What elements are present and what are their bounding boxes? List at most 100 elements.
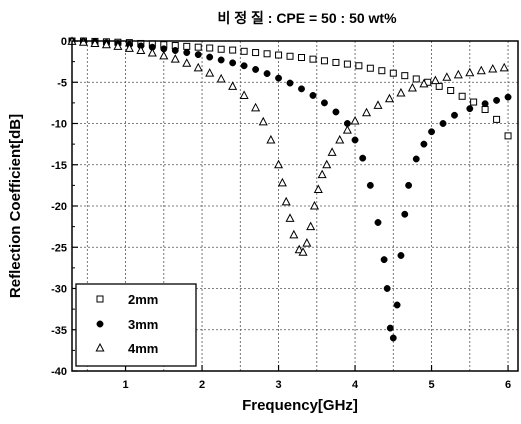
- data-point-4mm: [342, 125, 352, 134]
- data-point-3mm: [481, 100, 489, 108]
- data-point-4mm: [384, 93, 395, 103]
- y-tick-label: -15: [51, 160, 67, 172]
- legend-marker-2mm: [96, 295, 104, 303]
- data-point-2mm: [366, 64, 374, 72]
- data-point-3mm: [389, 334, 397, 342]
- data-point-4mm: [258, 116, 268, 126]
- data-point-4mm: [465, 67, 475, 77]
- data-point-3mm: [405, 181, 413, 189]
- data-point-2mm: [332, 58, 340, 66]
- x-axis-label: Frequency[GHz]: [242, 397, 358, 414]
- data-point-2mm: [401, 72, 409, 80]
- y-tick-label: 0: [61, 36, 67, 48]
- y-tick-label: -25: [51, 242, 67, 254]
- data-point-2mm: [252, 49, 260, 57]
- y-axis-label: Reflection Coefficient[dB]: [7, 114, 24, 298]
- x-tick-label: 4: [352, 379, 359, 391]
- data-point-3mm: [217, 56, 225, 64]
- data-point-4mm: [228, 81, 238, 90]
- data-point-2mm: [481, 105, 489, 113]
- data-point-2mm: [504, 132, 512, 140]
- data-point-4mm: [281, 196, 291, 206]
- data-point-4mm: [309, 200, 320, 210]
- legend-label-3mm: 3mm: [128, 317, 158, 332]
- data-point-2mm: [263, 50, 271, 58]
- data-point-3mm: [229, 59, 237, 67]
- data-point-4mm: [101, 39, 111, 49]
- data-point-2mm: [435, 82, 443, 90]
- data-point-4mm: [277, 177, 287, 187]
- data-point-2mm: [275, 51, 283, 59]
- data-point-3mm: [439, 120, 447, 127]
- series-4mm: [67, 36, 509, 256]
- data-point-2mm: [229, 46, 237, 54]
- data-point-4mm: [396, 87, 406, 97]
- data-point-3mm: [504, 93, 512, 101]
- y-tick-label: -40: [51, 366, 67, 378]
- data-point-3mm: [493, 96, 501, 104]
- y-tick-label: -5: [57, 77, 67, 89]
- data-point-4mm: [147, 47, 157, 57]
- data-point-4mm: [274, 159, 284, 169]
- data-point-3mm: [412, 155, 420, 163]
- data-point-2mm: [286, 52, 294, 60]
- data-point-2mm: [412, 75, 420, 83]
- legend: 2mm 3mm 4mm: [75, 283, 197, 367]
- legend-box: [75, 283, 197, 367]
- data-point-2mm: [470, 98, 478, 106]
- data-point-3mm: [428, 128, 435, 136]
- data-point-2mm: [183, 42, 191, 50]
- data-point-3mm: [366, 181, 374, 189]
- data-point-4mm: [289, 229, 299, 239]
- data-point-4mm: [266, 134, 276, 144]
- data-point-2mm: [240, 47, 248, 55]
- data-point-4mm: [159, 50, 169, 60]
- data-point-4mm: [317, 169, 327, 179]
- data-point-4mm: [136, 45, 146, 54]
- data-point-3mm: [380, 256, 388, 264]
- data-point-3mm: [397, 252, 405, 259]
- data-point-4mm: [335, 134, 345, 144]
- data-point-3mm: [309, 92, 317, 99]
- data-point-2mm: [206, 44, 214, 52]
- data-point-3mm: [286, 79, 294, 87]
- x-tick-label: 3: [275, 379, 281, 391]
- data-point-3mm: [393, 301, 401, 309]
- x-tick-label: 6: [505, 379, 511, 391]
- data-point-2mm: [355, 62, 363, 70]
- y-tick-label: -20: [51, 201, 67, 213]
- data-point-4mm: [205, 68, 215, 77]
- data-point-2mm: [458, 92, 466, 100]
- legend-label-2mm: 2mm: [128, 292, 158, 307]
- data-point-2mm: [343, 60, 351, 68]
- data-point-3mm: [374, 219, 382, 226]
- data-point-4mm: [113, 41, 123, 50]
- data-point-4mm: [407, 82, 417, 92]
- data-point-3mm: [240, 62, 248, 70]
- data-point-4mm: [285, 213, 295, 222]
- data-point-2mm: [320, 57, 328, 65]
- data-point-4mm: [327, 147, 337, 156]
- data-point-4mm: [453, 69, 463, 79]
- data-point-4mm: [239, 90, 249, 99]
- data-point-4mm: [302, 238, 312, 247]
- data-point-4mm: [373, 100, 383, 109]
- data-point-3mm: [351, 136, 359, 144]
- data-point-4mm: [193, 62, 203, 72]
- data-point-3mm: [252, 66, 260, 73]
- data-point-4mm: [488, 63, 498, 73]
- data-point-4mm: [361, 107, 372, 117]
- data-point-3mm: [275, 74, 282, 82]
- x-tick-label: 2: [199, 379, 205, 391]
- data-point-4mm: [90, 38, 100, 47]
- data-point-4mm: [476, 65, 486, 75]
- data-point-3mm: [466, 105, 474, 113]
- x-tick-label: 5: [428, 379, 434, 391]
- data-point-4mm: [182, 58, 192, 67]
- y-tick-label: -35: [51, 325, 67, 337]
- data-point-4mm: [124, 43, 134, 52]
- legend-marker-3mm: [96, 320, 104, 328]
- data-point-4mm: [313, 184, 323, 193]
- data-point-4mm: [430, 75, 440, 85]
